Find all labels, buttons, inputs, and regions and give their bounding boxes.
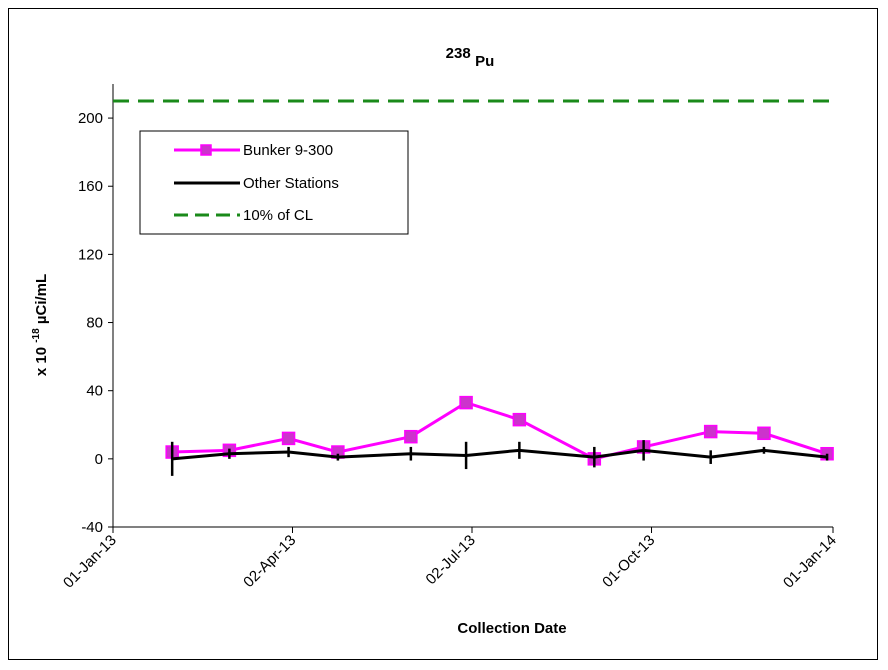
data-point-bunker — [281, 431, 296, 446]
y-axis-label-suffix: µCi/mL — [33, 274, 50, 324]
legend-label: 10% of CL — [243, 207, 313, 224]
y-axis-label: x 10 -18 µCi/mL — [26, 274, 50, 376]
legend-marker — [200, 144, 212, 156]
data-point-bunker — [757, 426, 771, 441]
data-point-bunker — [703, 424, 718, 439]
legend-label: Other Stations — [243, 175, 339, 192]
y-tick-label: 160 — [78, 178, 103, 195]
series-line-other-stations — [172, 448, 828, 461]
legend-label: Bunker 9-300 — [243, 142, 333, 159]
data-point-bunker — [512, 412, 527, 427]
x-tick-label: 01-Jan-14 — [780, 532, 840, 592]
x-tick-label: 01-Oct-13 — [599, 532, 658, 591]
y-tick-label: 0 — [95, 451, 103, 468]
chart-title-main: Pu — [475, 53, 494, 70]
y-tick-label: 120 — [78, 246, 103, 263]
data-point-bunker — [459, 395, 473, 410]
y-axis-label-prefix: x 10 — [33, 347, 50, 376]
data-point-bunker — [404, 429, 418, 444]
series-layer — [113, 99, 834, 476]
y-tick-label: 200 — [78, 110, 103, 127]
x-tick-label: 02-Apr-13 — [240, 532, 299, 591]
chart-frame — [8, 8, 878, 660]
y-tick-label: 40 — [86, 383, 103, 400]
series-line-bunker — [172, 400, 828, 461]
x-axis-label: Collection Date — [457, 620, 566, 637]
chart-title: 238 Pu — [446, 45, 495, 70]
chart-title-superscript: 238 — [446, 45, 471, 62]
y-tick-label: -40 — [81, 519, 103, 536]
legend: Bunker 9-300 Other Stations 10% of CL — [139, 130, 409, 235]
y-axis-label-exponent: -18 — [31, 328, 42, 343]
x-tick-label: 02-Jul-13 — [423, 532, 479, 588]
y-tick-label: 80 — [86, 315, 103, 332]
x-tick-label: 01-Jan-13 — [60, 532, 120, 592]
